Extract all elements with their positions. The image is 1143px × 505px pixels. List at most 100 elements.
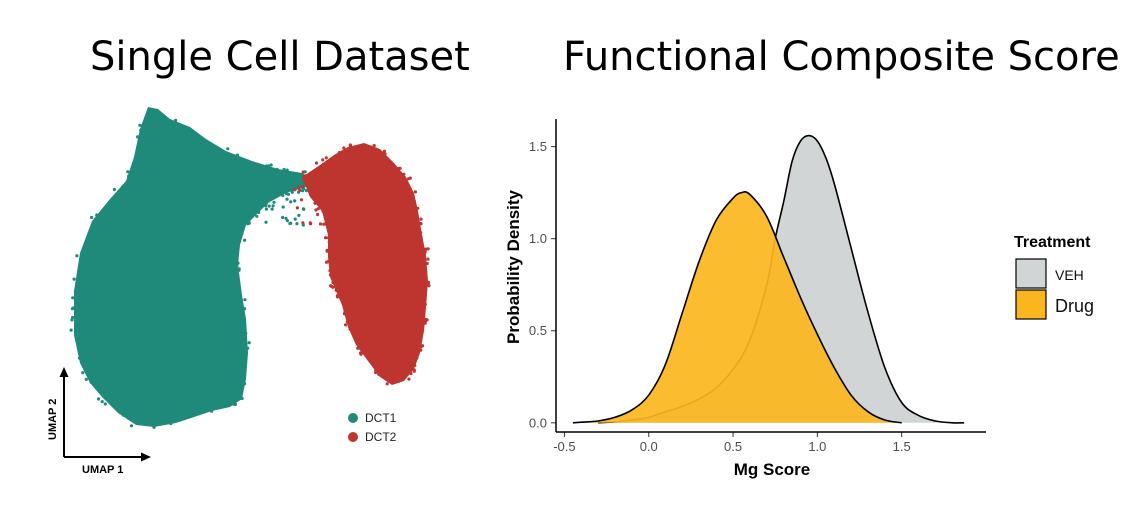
dct2-cell-point (349, 307, 353, 311)
dct1-cell-point (270, 181, 274, 185)
dct2-cell-point (350, 195, 355, 199)
dct1-cell-point (137, 200, 141, 204)
dct2-cell-point (337, 240, 341, 244)
dct2-cell-point (396, 309, 400, 313)
umap-points (69, 107, 431, 429)
dct2-cell-point (383, 253, 387, 258)
dct1-cell-point (185, 132, 189, 136)
dct1-cell-point (96, 284, 100, 288)
dct2-cell-point (419, 222, 423, 226)
dct1-cell-point (131, 241, 135, 245)
dct1-cell-point (203, 298, 207, 302)
dct2-cell-point (339, 207, 343, 211)
dct1-cell-point (133, 393, 137, 397)
dct1-cell-point (234, 262, 238, 266)
dct1-cell-point (251, 162, 256, 166)
dct1-cell-point (217, 363, 221, 368)
dct2-cell-point (398, 166, 402, 170)
dct2-cell-point (376, 283, 380, 287)
dct2-cell-point (348, 327, 352, 331)
dct2-cell-point (333, 266, 337, 270)
dct1-cell-point (241, 307, 246, 311)
dct2-cell-point (313, 201, 317, 205)
dct1-cell-point (126, 170, 130, 174)
dct1-cell-point (120, 274, 124, 278)
dct2-cell-point (419, 338, 423, 342)
drug-density-area (572, 191, 902, 423)
dct2-cell-point (396, 230, 401, 234)
dct1-cell-point (134, 183, 138, 187)
dct2-cell-point (340, 275, 344, 279)
dct2-cell-point (341, 220, 345, 224)
dct2-cell-point (406, 360, 410, 364)
dct2-cell-point (366, 270, 370, 274)
dct2-cell-point (381, 166, 385, 170)
y-axis-label: Probability Density (504, 189, 523, 344)
dct1-cell-point (76, 335, 80, 339)
dct2-cell-point (344, 323, 348, 327)
dct2-cell-point (358, 219, 362, 223)
dct1-cell-point (147, 190, 151, 195)
dct2-cell-point (352, 237, 357, 241)
dct2-cell-point (412, 199, 416, 203)
dct2-cell-point (318, 186, 322, 190)
dct2-cell-point (371, 259, 375, 263)
dct2-cell-point (387, 162, 391, 167)
dct2-cell-point (369, 334, 373, 338)
dct1-cell-point (119, 368, 123, 372)
dct1-cell-point (292, 185, 296, 189)
dct1-cell-point (199, 361, 203, 365)
dct2-cell-point (381, 326, 385, 330)
dct1-cell-point (89, 380, 93, 384)
y-tick-label: 0.0 (529, 415, 547, 430)
dct1-cell-point (105, 310, 109, 314)
dct2-cell-point (412, 342, 417, 346)
dct2-cell-point (351, 221, 355, 225)
dct2-cell-point (330, 247, 334, 251)
dct2-cell-point (357, 276, 361, 280)
dct2-cell-point (410, 240, 414, 244)
dct2-cell-point (369, 159, 373, 163)
dct2-cell-point (368, 249, 372, 253)
dct1-cell-point (207, 368, 211, 372)
dct2-cell-point (345, 180, 349, 184)
dct1-cell-point (129, 424, 134, 428)
dct1-cell-point (180, 245, 184, 249)
dct1-cell-point (215, 201, 219, 205)
dct1-cell-point (109, 258, 113, 262)
dct2-cell-point (359, 352, 363, 356)
dct2-cell-point (427, 281, 431, 285)
dct1-cell-point (213, 367, 217, 371)
dct1-cell-point (207, 353, 211, 358)
legend-veh-swatch (1015, 258, 1047, 289)
dct2-cell-point (343, 247, 347, 252)
dct2-cell-point (334, 241, 338, 245)
dct1-cell-point (121, 185, 125, 189)
dct1-cell-point (274, 188, 278, 192)
dct2-cell-point (318, 191, 322, 196)
dct1-cell-point (264, 164, 268, 168)
dct1-cell-point (199, 273, 203, 277)
dct1-cell-point (189, 238, 193, 242)
dct2-cell-point (361, 274, 365, 278)
dct1-cell-point (155, 112, 159, 117)
dct2-cell-point (381, 373, 385, 378)
dct1-cell-point (90, 287, 94, 291)
dct2-cell-point (345, 276, 349, 280)
dct2-cell-point (375, 323, 379, 327)
dct1-cell-point (167, 167, 172, 171)
dct2-cell-point (379, 289, 383, 293)
dct2-cell-point (341, 215, 346, 219)
dct1-cell-point (185, 228, 189, 232)
dct1-cell-point (131, 406, 135, 410)
dct1-cell-point (154, 399, 158, 403)
dct1-cell-point (125, 261, 129, 265)
dct1-cell-point (150, 271, 154, 275)
dct2-cell-point (394, 247, 398, 251)
dct1-cell-point (176, 364, 180, 368)
dct1-cell-point (232, 349, 236, 353)
dct1-cell-point (83, 301, 87, 305)
dct1-cell-point (128, 282, 132, 286)
dct1-cell-point (164, 232, 168, 236)
dct2-cell-point (372, 210, 376, 214)
